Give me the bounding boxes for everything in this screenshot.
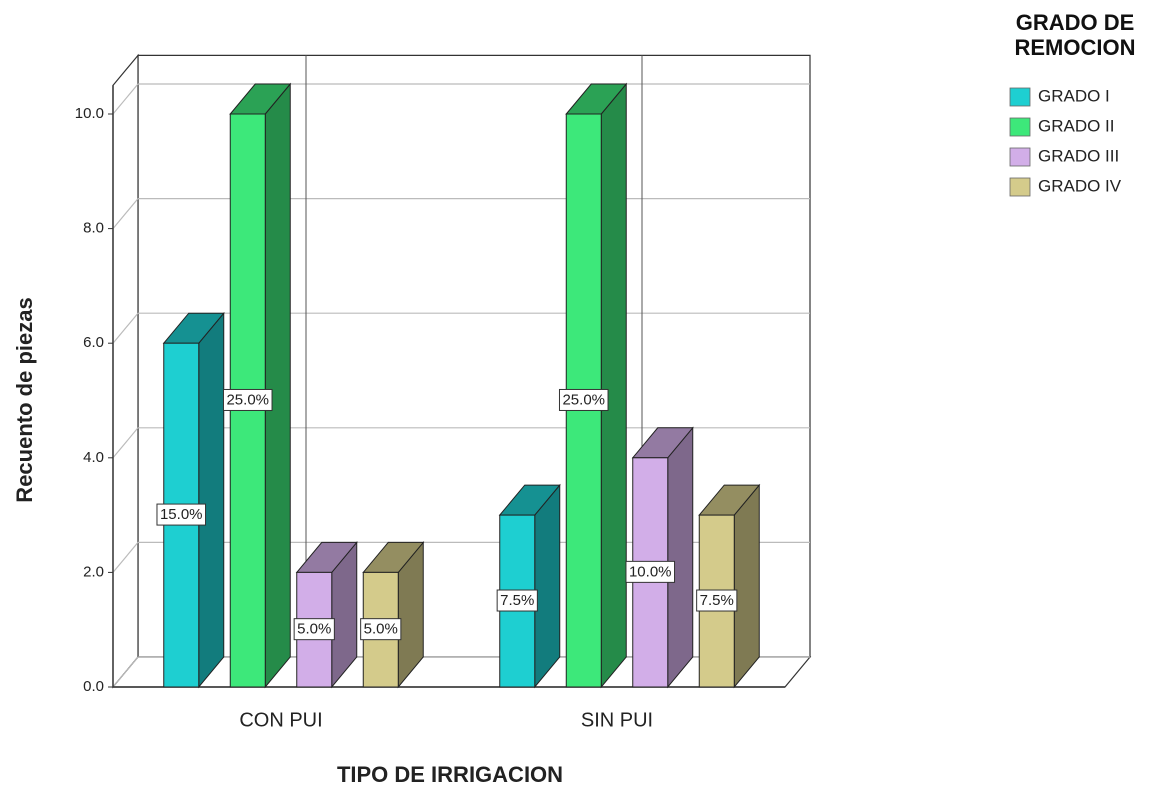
bar-side xyxy=(667,426,694,689)
legend-swatch xyxy=(1009,87,1031,107)
data-label: 25.0% xyxy=(562,391,605,408)
data-label-group: 15.0% xyxy=(156,503,207,526)
data-label-group: 5.0% xyxy=(293,618,335,641)
bar-group xyxy=(498,483,561,689)
legend-label: GRADO IV xyxy=(1038,176,1122,195)
y-tick-label: 6.0 xyxy=(83,334,104,351)
data-label-group: 25.0% xyxy=(558,388,609,411)
bar-group xyxy=(162,311,225,689)
data-label-box xyxy=(625,560,676,583)
data-label: 5.0% xyxy=(297,621,331,638)
bar-group xyxy=(631,426,694,689)
data-label-group: 5.0% xyxy=(360,618,402,641)
legend-label: GRADO III xyxy=(1038,146,1119,165)
grid-line-side xyxy=(112,198,139,229)
data-label-box xyxy=(496,589,538,612)
bar-side xyxy=(198,311,225,689)
bar-group xyxy=(229,82,292,689)
data-label: 10.0% xyxy=(629,563,672,580)
legend-title: GRADO DE REMOCION xyxy=(1014,10,1136,60)
data-label: 5.0% xyxy=(364,621,398,638)
data-label: 25.0% xyxy=(226,391,269,408)
data-label: 7.5% xyxy=(500,592,534,609)
y-tick-label: 4.0 xyxy=(83,449,104,466)
y-tick-label: 0.0 xyxy=(83,678,104,695)
y-axis-label: Recuento de piezas xyxy=(12,297,37,502)
data-label-box xyxy=(156,503,207,526)
x-tick-label: SIN PUI xyxy=(581,709,653,731)
data-label-box xyxy=(293,618,335,641)
legend-swatch xyxy=(1009,177,1031,197)
data-label-group: 10.0% xyxy=(625,560,676,583)
y-tick-label: 10.0 xyxy=(75,105,104,122)
legend-label: GRADO I xyxy=(1038,86,1110,105)
legend-label: GRADO II xyxy=(1038,116,1115,135)
bar-group xyxy=(565,82,628,689)
bar-side xyxy=(264,82,291,689)
data-label-group: 7.5% xyxy=(696,589,738,612)
side-wall xyxy=(112,53,139,689)
x-tick-label: CON PUI xyxy=(239,709,322,731)
bar-group xyxy=(362,541,425,689)
y-tick-label: 8.0 xyxy=(83,220,104,237)
grid-line-side xyxy=(112,83,139,115)
data-label: 15.0% xyxy=(160,506,203,523)
data-label: 7.5% xyxy=(700,592,734,609)
y-tick-label: 2.0 xyxy=(83,563,104,580)
legend-swatch xyxy=(1009,147,1031,167)
bar-side xyxy=(600,82,627,689)
data-label-box xyxy=(696,589,738,612)
data-label-group: 7.5% xyxy=(496,589,538,612)
data-label-box xyxy=(558,388,609,411)
bar-group xyxy=(295,541,358,689)
data-label-group: 25.0% xyxy=(222,388,273,411)
grid-line-side xyxy=(112,312,139,344)
data-label-box xyxy=(360,618,402,641)
x-axis-label: TIPO DE IRRIGACION xyxy=(337,762,563,787)
legend-swatch xyxy=(1009,117,1031,137)
bar-side xyxy=(733,483,760,689)
bar-group xyxy=(698,483,761,689)
grid-line-side xyxy=(112,427,139,459)
bar-side xyxy=(534,483,561,689)
data-label-box xyxy=(222,388,273,411)
grid-line-side xyxy=(112,656,139,688)
grid-line-side xyxy=(112,542,139,573)
